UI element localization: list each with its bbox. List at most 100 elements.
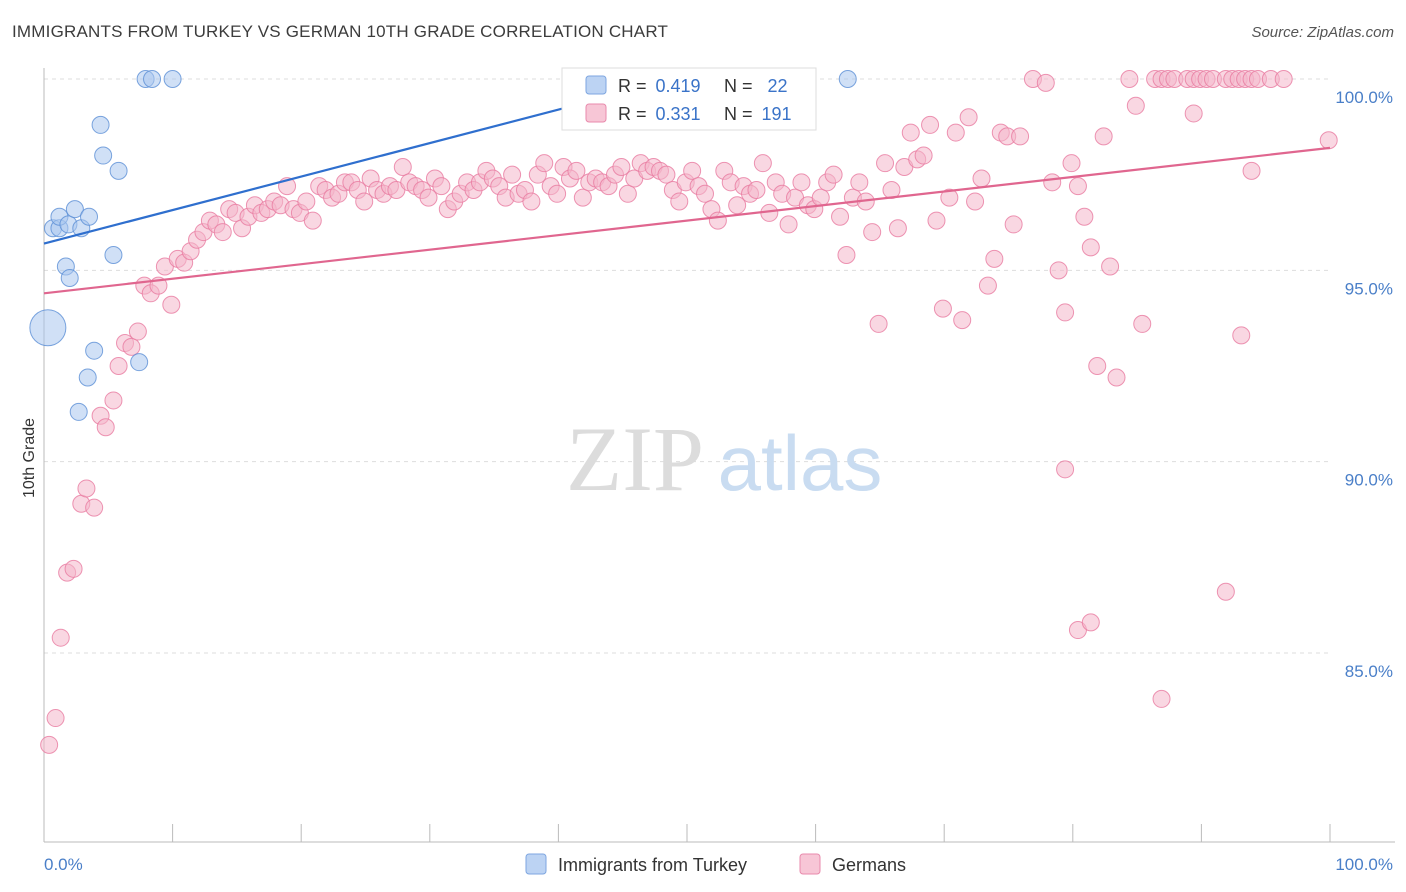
germans-point-40 — [297, 192, 316, 211]
x-tick-label-1: 100.0% — [1335, 855, 1393, 874]
turkey-point-11 — [94, 146, 113, 165]
germans-point-184 — [1274, 70, 1293, 88]
germans-point-188 — [1056, 460, 1075, 479]
legend-swatch-blue — [585, 75, 607, 95]
germans-point-4 — [64, 559, 83, 578]
legend-swatch-turkey — [525, 853, 547, 875]
germans-point-124 — [837, 246, 856, 265]
germans-point-191 — [1152, 689, 1171, 708]
germans-point-159 — [1075, 207, 1094, 226]
germans-point-163 — [1101, 257, 1120, 276]
turkey-point-12 — [104, 246, 123, 265]
germans-point-90 — [618, 184, 637, 203]
svg-text:R = 0.419: R = 0.419 — [618, 76, 701, 96]
legend-n-label-1: N = — [724, 76, 758, 96]
turkey-point-10 — [91, 115, 110, 134]
germans-point-27 — [213, 223, 232, 242]
germans-point-157 — [1062, 154, 1081, 173]
germans-point-144 — [966, 192, 985, 211]
stats-legend: R = 0.419 N = 22 R = 0.331 N = 191 — [561, 67, 817, 131]
germans-point-141 — [946, 123, 965, 142]
germans-point-120 — [811, 188, 830, 207]
germans-point-162 — [1094, 127, 1113, 146]
germans-point-137 — [921, 115, 940, 134]
germans-point-164 — [1107, 368, 1126, 387]
germans-point-186 — [1242, 161, 1261, 180]
germans-point-2 — [51, 628, 70, 647]
legend-r-value-1: 0.419 — [656, 76, 701, 96]
germans-point-9 — [96, 418, 115, 437]
germans-point-136 — [914, 146, 933, 165]
y-tick-label-2: 90.0% — [1345, 471, 1393, 490]
germans-point-156 — [1056, 303, 1075, 322]
germans-point-102 — [696, 184, 715, 203]
germans-point-187 — [1184, 104, 1203, 123]
germans-point-142 — [953, 311, 972, 330]
turkey-trend-line — [43, 81, 662, 245]
germans-point-151 — [1011, 127, 1030, 146]
turkey-point-19 — [143, 70, 162, 88]
germans-point-72 — [503, 165, 522, 184]
germans-point-107 — [728, 196, 747, 215]
germans-point-193 — [1319, 131, 1338, 150]
legend-label-germans: Germans — [832, 855, 906, 875]
legend-r-label-1: R = — [618, 76, 652, 96]
svg-text:N = 191: N = 191 — [724, 104, 792, 124]
germans-point-128 — [863, 223, 882, 242]
germans-point-123 — [831, 207, 850, 226]
legend-r-value-2: 0.331 — [656, 104, 701, 124]
trend-lines — [43, 81, 1331, 295]
germans-point-0 — [40, 735, 59, 754]
germans-point-110 — [747, 180, 766, 199]
germans-point-77 — [535, 154, 554, 173]
y-tick-label-1: 95.0% — [1345, 279, 1393, 298]
germans-point-1 — [46, 709, 65, 728]
germans-point-153 — [1036, 73, 1055, 92]
germans-point-19 — [162, 295, 181, 314]
germans-point-143 — [959, 108, 978, 127]
legend-n-value-1: 22 — [768, 76, 788, 96]
x-tick-label-0: 0.0% — [44, 855, 83, 874]
germans-point-79 — [548, 184, 567, 203]
germans-point-185 — [1232, 326, 1251, 345]
turkey-point-15 — [78, 368, 97, 387]
legend-n-label-2: N = — [724, 104, 758, 124]
germans-point-83 — [573, 188, 592, 207]
germans-point-82 — [567, 161, 586, 180]
legend-r-label-2: R = — [618, 104, 652, 124]
germans-point-161 — [1088, 357, 1107, 375]
germans-point-100 — [683, 161, 702, 180]
germans-point-10 — [104, 391, 123, 410]
germans-point-165 — [1120, 70, 1139, 88]
germans-point-139 — [933, 299, 952, 318]
x-tick-labels: 0.0% 100.0% — [44, 855, 1393, 874]
legend-label-turkey: Immigrants from Turkey — [558, 855, 747, 875]
svg-text:N = 22: N = 22 — [724, 76, 788, 96]
germans-point-190 — [1081, 613, 1100, 632]
germans-point-61 — [432, 177, 451, 196]
svg-text:R = 0.331: R = 0.331 — [618, 104, 701, 124]
germans-point-147 — [985, 249, 1004, 268]
germans-point-122 — [824, 165, 843, 184]
turkey-point-0 — [29, 309, 67, 347]
germans-point-75 — [522, 192, 541, 211]
y-tick-label-0: 100.0% — [1335, 88, 1393, 107]
germans-point-126 — [850, 173, 869, 192]
germans-point-98 — [670, 192, 689, 211]
germans-point-167 — [1133, 314, 1152, 333]
germans-point-89 — [612, 158, 631, 177]
germans-point-154 — [1043, 173, 1062, 192]
watermark: ZIP atlas — [566, 408, 882, 510]
watermark-zip: ZIP — [566, 408, 704, 510]
germans-point-55 — [393, 158, 412, 177]
germans-point-130 — [876, 154, 895, 173]
series-turkey-points — [29, 70, 857, 421]
y-axis-label: 10th Grade — [21, 418, 38, 498]
germans-point-140 — [940, 188, 959, 207]
germans-point-150 — [1004, 215, 1023, 234]
germans-point-111 — [753, 154, 772, 173]
turkey-point-16 — [69, 402, 88, 421]
turkey-point-13 — [109, 161, 128, 180]
legend-swatch-germans — [799, 853, 821, 875]
